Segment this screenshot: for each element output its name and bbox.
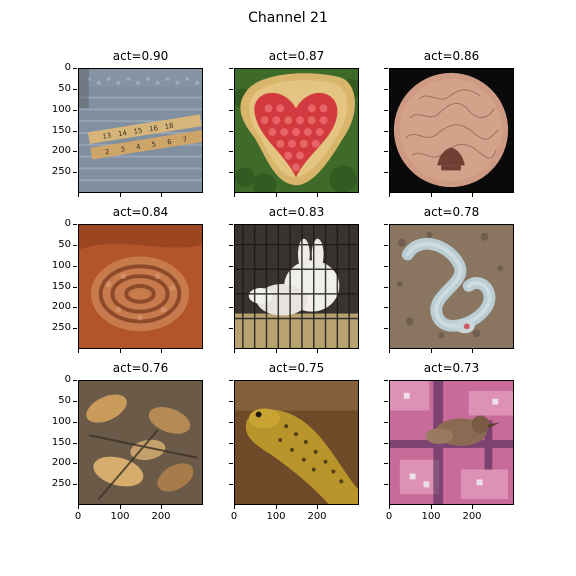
svg-text:15: 15 — [133, 127, 143, 136]
panel: act=0.90 13 14 1 — [52, 49, 203, 197]
x-tick-label: 100 — [110, 511, 130, 522]
y-tick-label: 50 — [58, 83, 71, 94]
y-tick-label: 0 — [64, 218, 71, 229]
svg-text:16: 16 — [149, 124, 159, 133]
panel-image — [234, 380, 359, 505]
y-tick-label: 150 — [51, 437, 71, 448]
y-tick-label: 150 — [51, 281, 71, 292]
figure-title: Channel 21 — [248, 10, 328, 26]
panel: act=0.87 — [229, 49, 359, 197]
panel-image — [389, 224, 514, 349]
panel: act=0.84 0 50 100 150 200 250 — [52, 205, 203, 353]
svg-text:3: 3 — [120, 145, 126, 154]
x-tick-label: 0 — [385, 511, 393, 522]
svg-text:6: 6 — [167, 138, 173, 147]
panel: act=0.76 0 50 100 150 200 250 0 100 200 — [52, 361, 203, 522]
x-tick-label: 100 — [421, 511, 441, 522]
x-tick-label: 0 — [74, 511, 82, 522]
y-tick-label: 200 — [51, 457, 71, 468]
y-tick-label: 250 — [51, 166, 71, 177]
panel-image — [78, 224, 203, 349]
y-tick-label: 50 — [58, 395, 71, 406]
panel-title: act=0.78 — [423, 205, 480, 219]
x-tick-label: 100 — [266, 511, 286, 522]
panel-title: act=0.73 — [423, 361, 480, 375]
panel-title: act=0.75 — [268, 361, 325, 375]
svg-text:2: 2 — [104, 148, 110, 157]
panel-image — [389, 380, 514, 505]
svg-text:14: 14 — [118, 129, 128, 138]
y-tick-label: 100 — [51, 260, 71, 271]
panel: act=0.83 — [229, 205, 359, 353]
panel-title: act=0.83 — [268, 205, 325, 219]
y-tick-label: 50 — [58, 239, 71, 250]
panel-title: act=0.87 — [268, 49, 325, 63]
svg-text:4: 4 — [136, 143, 142, 152]
panel-title: act=0.76 — [112, 361, 169, 375]
panel-image — [78, 380, 203, 505]
y-tick-label: 0 — [64, 62, 71, 73]
svg-text:5: 5 — [151, 140, 157, 149]
y-tick-label: 250 — [51, 322, 71, 333]
y-tick-label: 0 — [64, 374, 71, 385]
y-tick-label: 200 — [51, 301, 71, 312]
x-tick-label: 0 — [230, 511, 238, 522]
svg-text:13: 13 — [102, 132, 112, 141]
y-tick-label: 150 — [51, 125, 71, 136]
panel-image — [234, 68, 359, 193]
panel-title: act=0.84 — [112, 205, 169, 219]
panel-title: act=0.86 — [423, 49, 480, 63]
y-tick-label: 250 — [51, 478, 71, 489]
y-tick-label: 100 — [51, 104, 71, 115]
panel: act=0.73 — [384, 361, 514, 522]
y-tick-label: 200 — [51, 145, 71, 156]
panel-image — [389, 68, 514, 193]
panel-title: act=0.90 — [112, 49, 169, 63]
x-tick-label: 200 — [307, 511, 327, 522]
panel-image — [234, 224, 359, 349]
x-tick-label: 200 — [462, 511, 482, 522]
panel: act=0.78 — [384, 205, 514, 353]
y-tick-label: 100 — [51, 416, 71, 427]
panel: act=0.86 — [384, 49, 514, 197]
panel: act=0.75 0 100 200 — [229, 361, 359, 522]
svg-text:18: 18 — [164, 122, 174, 131]
svg-text:7: 7 — [182, 135, 188, 144]
x-tick-label: 200 — [151, 511, 171, 522]
